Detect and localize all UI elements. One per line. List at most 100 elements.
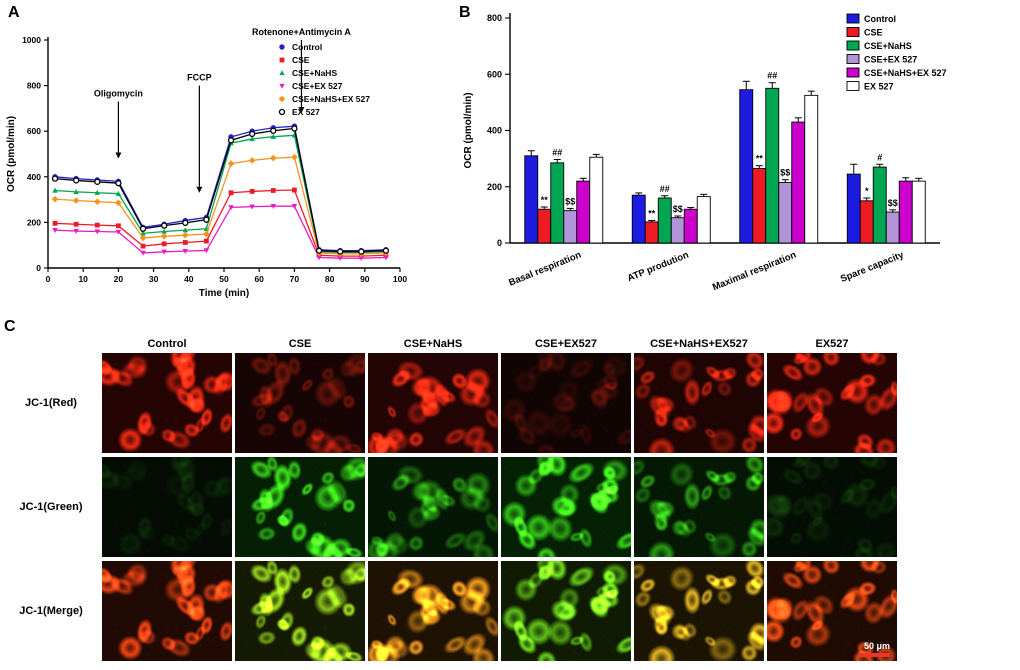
svg-text:0: 0 — [46, 274, 51, 284]
svg-text:CSE: CSE — [864, 28, 883, 38]
column-label-Control: Control — [147, 338, 187, 350]
annotation-label: FCCP — [187, 73, 212, 83]
bar-CSE+NaHS+EX 527 — [898, 180, 913, 244]
series-Control — [52, 123, 389, 254]
micro-image-merge-CSE+NaHS+EX527 — [634, 561, 764, 661]
row-label-green: JC-1(Green) — [19, 501, 83, 513]
column-label-EX527: EX527 — [815, 338, 849, 350]
column-label-CSE+NaHS+EX527: CSE+NaHS+EX527 — [650, 338, 748, 350]
bar-CSE — [752, 168, 767, 244]
bar-CSE+EX 527 — [563, 210, 578, 244]
fluorescence-canvas — [767, 353, 897, 453]
micro-image-green-Control — [102, 457, 232, 557]
bar-Control — [739, 89, 754, 244]
category-label: Maximal respiration — [711, 250, 798, 294]
panel-c-jc1-microscopy: C Control CSE CSE+NaHS CSE+EX527 CSE+NaHS+EX… — [0, 318, 1020, 670]
bar-CSE+EX 527 — [670, 217, 685, 244]
bar-CSE+NaHS — [872, 166, 887, 244]
svg-text:70: 70 — [290, 274, 300, 284]
fluorescence-canvas — [235, 561, 365, 661]
bar-CSE+EX 527 — [885, 211, 900, 244]
fluorescence-canvas — [767, 561, 897, 661]
bar-CSE+NaHS+EX 527 — [683, 208, 698, 244]
significance-label: ## — [552, 147, 562, 157]
x-axis-title: Time (min) — [199, 288, 249, 299]
series-CSE — [52, 187, 389, 259]
category-label: ATP prodution — [626, 250, 691, 285]
column-label-CSE+NaHS: CSE+NaHS — [403, 338, 463, 350]
fluorescence-canvas — [634, 457, 764, 557]
significance-label: # — [877, 152, 882, 162]
bar-EX 527 — [589, 156, 604, 244]
micro-image-merge-CSE — [235, 561, 365, 661]
fluorescence-canvas — [235, 353, 365, 453]
significance-label: $$ — [780, 168, 790, 178]
svg-text:600: 600 — [27, 126, 41, 136]
significance-label: ## — [660, 184, 670, 194]
category-label: Basal respiration — [507, 250, 583, 289]
micro-image-red-CSE+EX527 — [501, 353, 631, 453]
micro-image-green-CSE+EX527 — [501, 457, 631, 557]
fluorescence-canvas — [767, 457, 897, 557]
panel-c-label: C — [4, 318, 16, 335]
micro-image-merge-CSE+EX527 — [501, 561, 631, 661]
category-label: Spare capacity — [839, 249, 906, 285]
micro-image-green-CSE — [235, 457, 365, 557]
column-label-CSE: CSE — [288, 338, 312, 350]
svg-text:50: 50 — [219, 274, 229, 284]
svg-text:600: 600 — [487, 69, 502, 79]
line-chart-legend: Control CSE CSE+NaHS CSE+EX 527 CSE+NaHS+EX … — [278, 42, 370, 117]
microscopy-grid: Control CSE CSE+NaHS CSE+EX527 CSE+NaHS+EX52… — [0, 330, 1020, 665]
svg-text:CSE+NaHS: CSE+NaHS — [292, 68, 337, 78]
ocr-timecourse-line-chart: 0 10 20 30 40 50 60 70 80 90 10002004006008001000T… — [6, 27, 407, 299]
panel-a-label: A — [8, 4, 20, 21]
y-axis-title: OCR (pmol/min) — [463, 92, 474, 168]
bar-Control — [846, 173, 861, 244]
annotation-label: Rotenone+Antimycin A — [252, 27, 351, 37]
svg-text:100: 100 — [393, 274, 407, 284]
significance-label: $$ — [565, 196, 575, 206]
svg-text:30: 30 — [149, 274, 159, 284]
svg-text:CSE+NaHS: CSE+NaHS — [864, 41, 912, 51]
bar-EX 527 — [804, 94, 819, 244]
svg-text:Control: Control — [864, 14, 896, 24]
svg-text:800: 800 — [487, 13, 502, 23]
significance-label: ## — [767, 71, 777, 81]
bar-chart-legend: Control CSE CSE+NaHS CSE+EX 527 CSE+NaHS+EX … — [846, 13, 947, 92]
microscopy-row-red: JC-1(Red) — [0, 353, 1020, 453]
y-axis-title: OCR (pmol/min) — [6, 116, 17, 192]
bar-Control — [631, 194, 646, 244]
svg-text:90: 90 — [360, 274, 370, 284]
micro-image-green-CSE+NaHS+EX527 — [634, 457, 764, 557]
fluorescence-canvas — [235, 457, 365, 557]
fluorescence-canvas — [634, 561, 764, 661]
svg-text:80: 80 — [325, 274, 335, 284]
fluorescence-canvas — [501, 561, 631, 661]
micro-image-red-CSE — [235, 353, 365, 453]
fluorescence-canvas — [501, 353, 631, 453]
panel-a-oxygen-consumption-timecourse: A 0 10 20 30 40 50 60 70 80 90 100 0 200 400 600 800 100… — [0, 0, 455, 316]
svg-text:CSE+NaHS+EX 527: CSE+NaHS+EX 527 — [292, 94, 370, 104]
column-label-CSE+EX527: CSE+EX527 — [534, 338, 598, 350]
bar-CSE+NaHS — [657, 197, 672, 244]
fluorescence-canvas — [102, 353, 232, 453]
bar-Control — [524, 155, 539, 244]
svg-text:EX 527: EX 527 — [864, 82, 894, 92]
panel-b-ocr-bar-chart: B 0 200 400 600 800 OCR (pmol/min) Basal respi… — [455, 0, 1020, 316]
svg-text:200: 200 — [27, 217, 41, 227]
bar-CSE — [644, 221, 659, 244]
significance-label: ** — [541, 195, 549, 205]
svg-text:400: 400 — [27, 172, 41, 182]
bar-CSE+NaHS — [550, 162, 565, 244]
fluorescence-canvas — [368, 561, 498, 661]
svg-text:200: 200 — [487, 182, 502, 192]
micro-image-merge-Control — [102, 561, 232, 661]
fluorescence-canvas — [634, 353, 764, 453]
bar-CSE — [859, 200, 874, 244]
svg-text:800: 800 — [27, 81, 41, 91]
svg-text:40: 40 — [184, 274, 194, 284]
microscopy-header-row: Control CSE CSE+NaHS CSE+EX527 CSE+NaHS+EX52… — [0, 330, 1020, 350]
fluorescence-canvas — [368, 457, 498, 557]
svg-text:0: 0 — [36, 263, 41, 273]
line-chart-axes: 0 10 20 30 40 50 60 70 80 90 10002004006008001000T… — [6, 27, 407, 299]
